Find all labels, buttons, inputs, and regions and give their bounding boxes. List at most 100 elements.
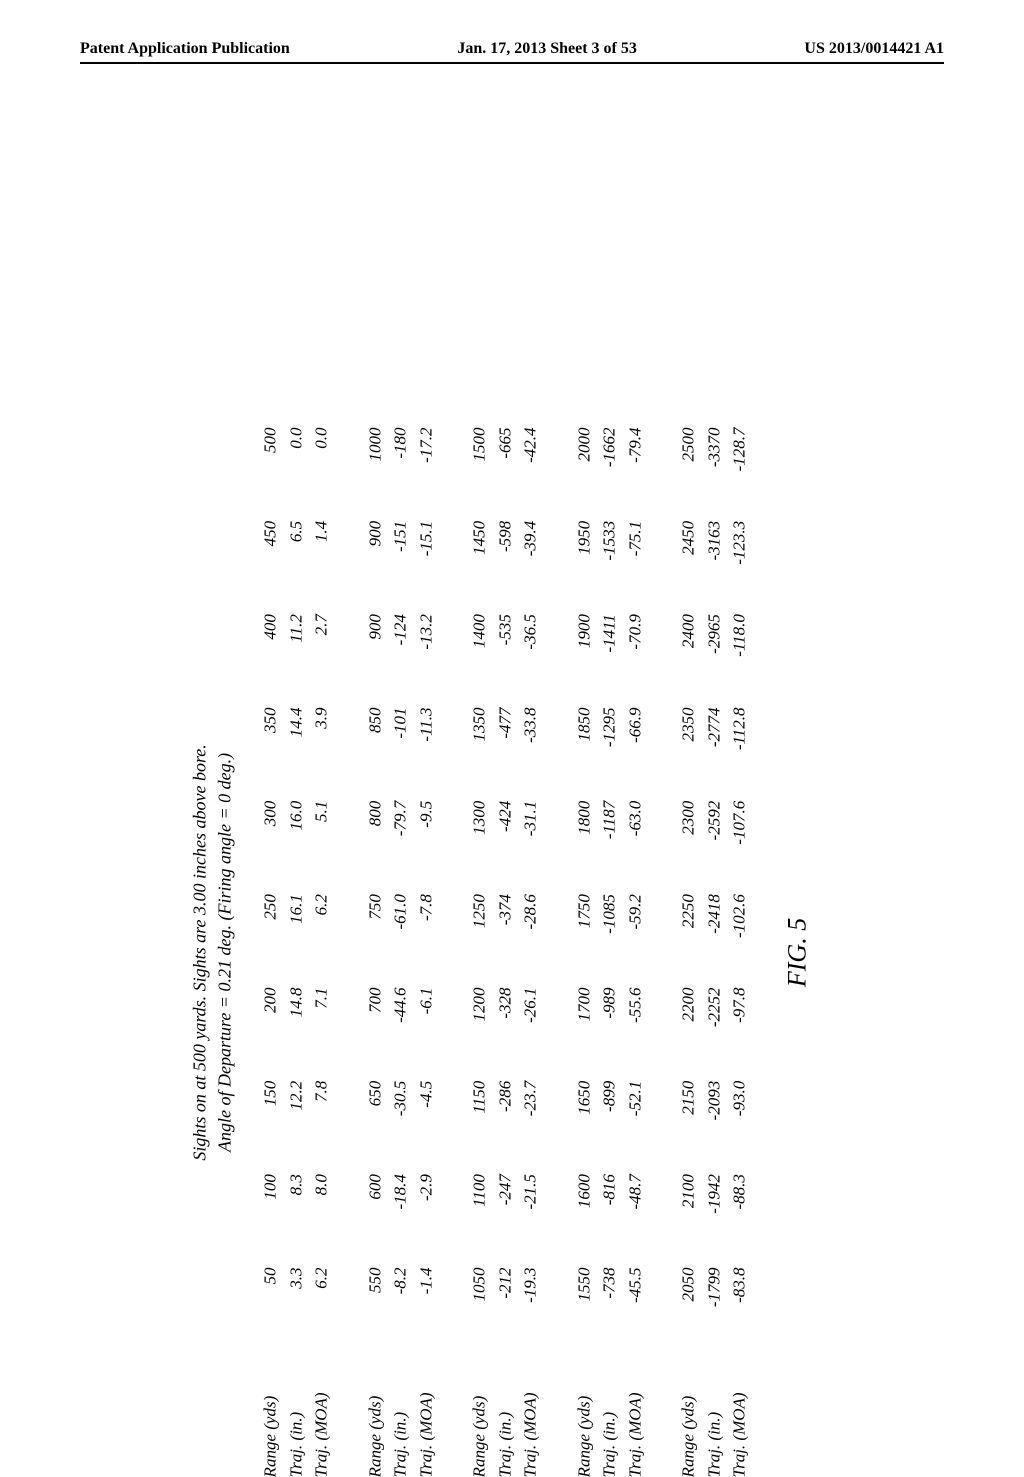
data-col: 900-124-13.2 [362,614,439,704]
cell-range: 1500 [467,427,493,461]
data-col: 2100-1942-88.3 [676,1174,753,1264]
cell-in: 16.0 [283,801,309,831]
cell-in: -1295 [597,707,623,747]
row-labels: Range (yds)Traj. (in.)Traj. (MOA) [676,1357,753,1477]
data-cols: 550-8.2-1.4600-18.4-2.9650-30.5-4.5700-4… [362,427,439,1357]
cell-range: 100 [258,1174,284,1200]
cell-in: -124 [388,614,414,645]
data-col: 650-30.5-4.5 [362,1081,439,1171]
row-label-traj_in: Traj. (in.) [283,1357,309,1477]
cell-in: -212 [492,1267,518,1298]
cell-moa: 7.1 [309,987,335,1008]
cell-in: 3.3 [283,1267,309,1288]
cell-range: 1600 [571,1174,597,1208]
cell-range: 2000 [571,427,597,461]
cell-range: 1050 [467,1267,493,1301]
cell-range: 1450 [467,521,493,555]
cell-range: 1300 [467,801,493,835]
cell-moa: 6.2 [309,894,335,915]
cell-in: -2252 [701,987,727,1027]
cell-range: 1000 [362,427,388,461]
row-labels: Range (yds)Traj. (in.)Traj. (MOA) [467,1357,544,1477]
cell-range: 1200 [467,987,493,1021]
cell-in: -816 [597,1174,623,1205]
cell-moa: -128.7 [727,427,753,471]
cell-in: 14.4 [283,707,309,737]
row-label-range: Range (yds) [467,1357,493,1477]
row-labels: Range (yds)Traj. (in.)Traj. (MOA) [362,1357,439,1477]
cell-range: 1700 [571,987,597,1021]
cell-range: 2450 [676,521,702,555]
data-col: 2500-3370-128.7 [676,427,753,517]
cell-range: 300 [258,801,284,827]
cell-in: 14.8 [283,987,309,1017]
data-col: 2400-2965-118.0 [676,614,753,704]
data-col: 1200-328-26.1 [467,987,544,1077]
cell-moa: 8.0 [309,1174,335,1195]
data-col: 2050-1799-83.8 [676,1267,753,1357]
data-col: 1000-180-17.2 [362,427,439,517]
cell-range: 2150 [676,1081,702,1115]
cell-range: 2050 [676,1267,702,1301]
cell-in: 8.3 [283,1174,309,1195]
cell-range: 750 [362,894,388,920]
cell-range: 200 [258,987,284,1013]
data-col: 2300-2592-107.6 [676,801,753,891]
cell-range: 550 [362,1267,388,1293]
data-col: 600-18.4-2.9 [362,1174,439,1264]
cell-range: 500 [258,427,284,453]
row-label-traj_moa: Traj. (MOA) [309,1357,335,1477]
cell-range: 600 [362,1174,388,1200]
cell-range: 900 [362,521,388,547]
cell-in: -101 [388,707,414,738]
cell-in: -665 [492,427,518,458]
data-col: 35014.43.9 [258,707,335,797]
cell-moa: 7.8 [309,1081,335,1102]
data-col: 1008.38.0 [258,1174,335,1264]
row-label-range: Range (yds) [676,1357,702,1477]
cell-moa: 3.9 [309,707,335,728]
data-col: 30016.05.1 [258,801,335,891]
cell-in: 6.5 [283,521,309,542]
cell-moa: -21.5 [518,1174,544,1209]
cell-in: -1799 [701,1267,727,1307]
row-labels: Range (yds)Traj. (in.)Traj. (MOA) [258,1357,335,1477]
data-col: 1100-247-21.5 [467,1174,544,1264]
row-label-traj_moa: Traj. (MOA) [413,1357,439,1477]
cell-in: -180 [388,427,414,458]
cell-in: -2965 [701,614,727,654]
cell-moa: -102.6 [727,894,753,938]
cell-in: 11.2 [283,614,309,643]
cell-in: -1411 [597,614,623,652]
cell-range: 1650 [571,1081,597,1115]
cell-range: 1850 [571,707,597,741]
cell-in: -8.2 [388,1267,414,1294]
cell-in: -44.6 [388,987,414,1022]
cell-moa: -93.0 [727,1081,753,1116]
cell-range: 1400 [467,614,493,648]
row-label-traj_moa: Traj. (MOA) [518,1357,544,1477]
cell-range: 650 [362,1081,388,1107]
cell-moa: -9.5 [413,801,439,828]
cell-in: -374 [492,894,518,925]
cell-range: 2250 [676,894,702,928]
data-col: 2150-2093-93.0 [676,1081,753,1171]
cell-range: 150 [258,1081,284,1107]
cell-in: -2093 [701,1081,727,1121]
data-cols: 503.36.21008.38.015012.27.820014.87.1250… [258,427,335,1357]
cell-in: -1533 [597,521,623,561]
row-label-traj_moa: Traj. (MOA) [622,1357,648,1477]
cell-in: -286 [492,1081,518,1112]
cell-moa: -1.4 [413,1267,439,1294]
cell-in: -424 [492,801,518,832]
cell-moa: -118.0 [727,614,753,657]
cell-moa: -75.1 [622,521,648,556]
data-col: 1250-374-28.6 [467,894,544,984]
data-cols: 2050-1799-83.82100-1942-88.32150-2093-93… [676,427,753,1357]
cell-range: 2100 [676,1174,702,1208]
row-label-range: Range (yds) [571,1357,597,1477]
data-col: 2450-3163-123.3 [676,521,753,611]
cell-range: 2500 [676,427,702,461]
cell-in: 16.1 [283,894,309,924]
cell-moa: 0.0 [309,427,335,448]
